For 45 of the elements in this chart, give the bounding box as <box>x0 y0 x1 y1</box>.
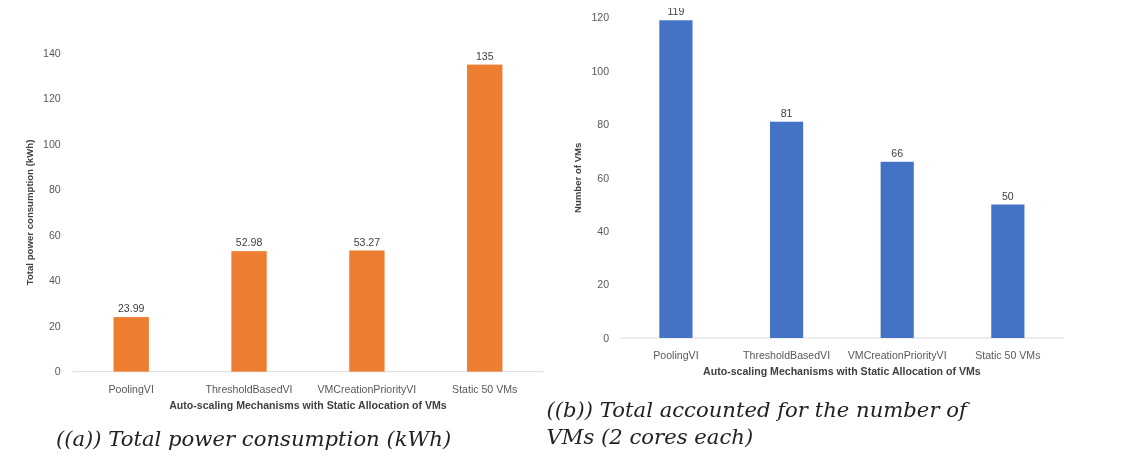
y-tick-label: 100 <box>43 137 61 150</box>
x-tick-label: Static 50 VMs <box>975 349 1041 362</box>
x-tick-label: ThresholdBasedVI <box>205 382 293 395</box>
y-tick-label: 40 <box>597 224 610 237</box>
bar <box>659 20 693 338</box>
y-tick-label: 140 <box>43 46 61 59</box>
x-axis-title: Auto-scaling Mechanisms with Static Allocation of VMs <box>703 365 981 378</box>
y-tick-label: 20 <box>48 319 61 332</box>
text: ((b)) Total accounted for the number of VMs (2 cores each) <box>546 396 970 449</box>
text: ((a)) Total power consumption (kWh) <box>55 425 452 451</box>
data-label: 119 <box>667 5 685 18</box>
x-tick-label: ThresholdBasedVI <box>743 349 831 362</box>
data-label: 135 <box>475 49 494 62</box>
y-tick-label: 60 <box>48 228 61 241</box>
data-label: 81 <box>780 106 793 119</box>
x-tick-label: VMCreationPriorityVI <box>847 349 947 362</box>
y-axis-title: Total power consumption (kWh) <box>23 139 35 286</box>
bar <box>991 204 1025 338</box>
x-tick-label: VMCreationPriorityVI <box>317 382 417 395</box>
y-axis-title: Number of VMs <box>572 142 584 214</box>
x-axis-title: Auto-scaling Mechanisms with Static Allocation of VMs <box>169 399 447 412</box>
bar <box>231 251 267 372</box>
data-label: 52.98 <box>235 236 263 249</box>
data-label: 66 <box>891 146 904 159</box>
bar <box>467 64 503 372</box>
bar <box>349 250 385 372</box>
y-tick-label: 80 <box>48 183 61 196</box>
y-tick-label: 0 <box>54 365 61 378</box>
x-tick-label: PoolingVI <box>108 382 154 395</box>
y-tick-label: 80 <box>597 118 610 131</box>
y-tick-label: 0 <box>603 331 610 344</box>
x-tick-label: Static 50 VMs <box>452 382 518 395</box>
y-tick-label: 60 <box>597 171 610 184</box>
data-label: 23.99 <box>117 302 145 315</box>
bar <box>113 317 149 372</box>
x-tick-label: PoolingVI <box>653 349 699 362</box>
data-label: 53.27 <box>353 235 381 248</box>
data-label: 50 <box>1001 189 1014 202</box>
y-tick-label: 40 <box>48 274 61 287</box>
bar <box>769 121 804 338</box>
y-tick-label: 20 <box>597 278 610 291</box>
y-tick-label: 120 <box>591 11 610 24</box>
y-tick-label: 100 <box>591 64 610 77</box>
y-tick-label: 120 <box>43 92 61 105</box>
bar <box>880 161 914 338</box>
